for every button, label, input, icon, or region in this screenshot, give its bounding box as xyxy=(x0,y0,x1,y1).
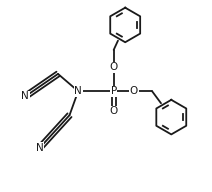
Text: N: N xyxy=(74,86,82,96)
Text: O: O xyxy=(130,86,138,96)
Text: O: O xyxy=(110,106,118,116)
Text: N: N xyxy=(36,143,44,153)
Text: N: N xyxy=(21,91,29,101)
Text: P: P xyxy=(110,86,117,96)
Text: O: O xyxy=(110,62,118,72)
